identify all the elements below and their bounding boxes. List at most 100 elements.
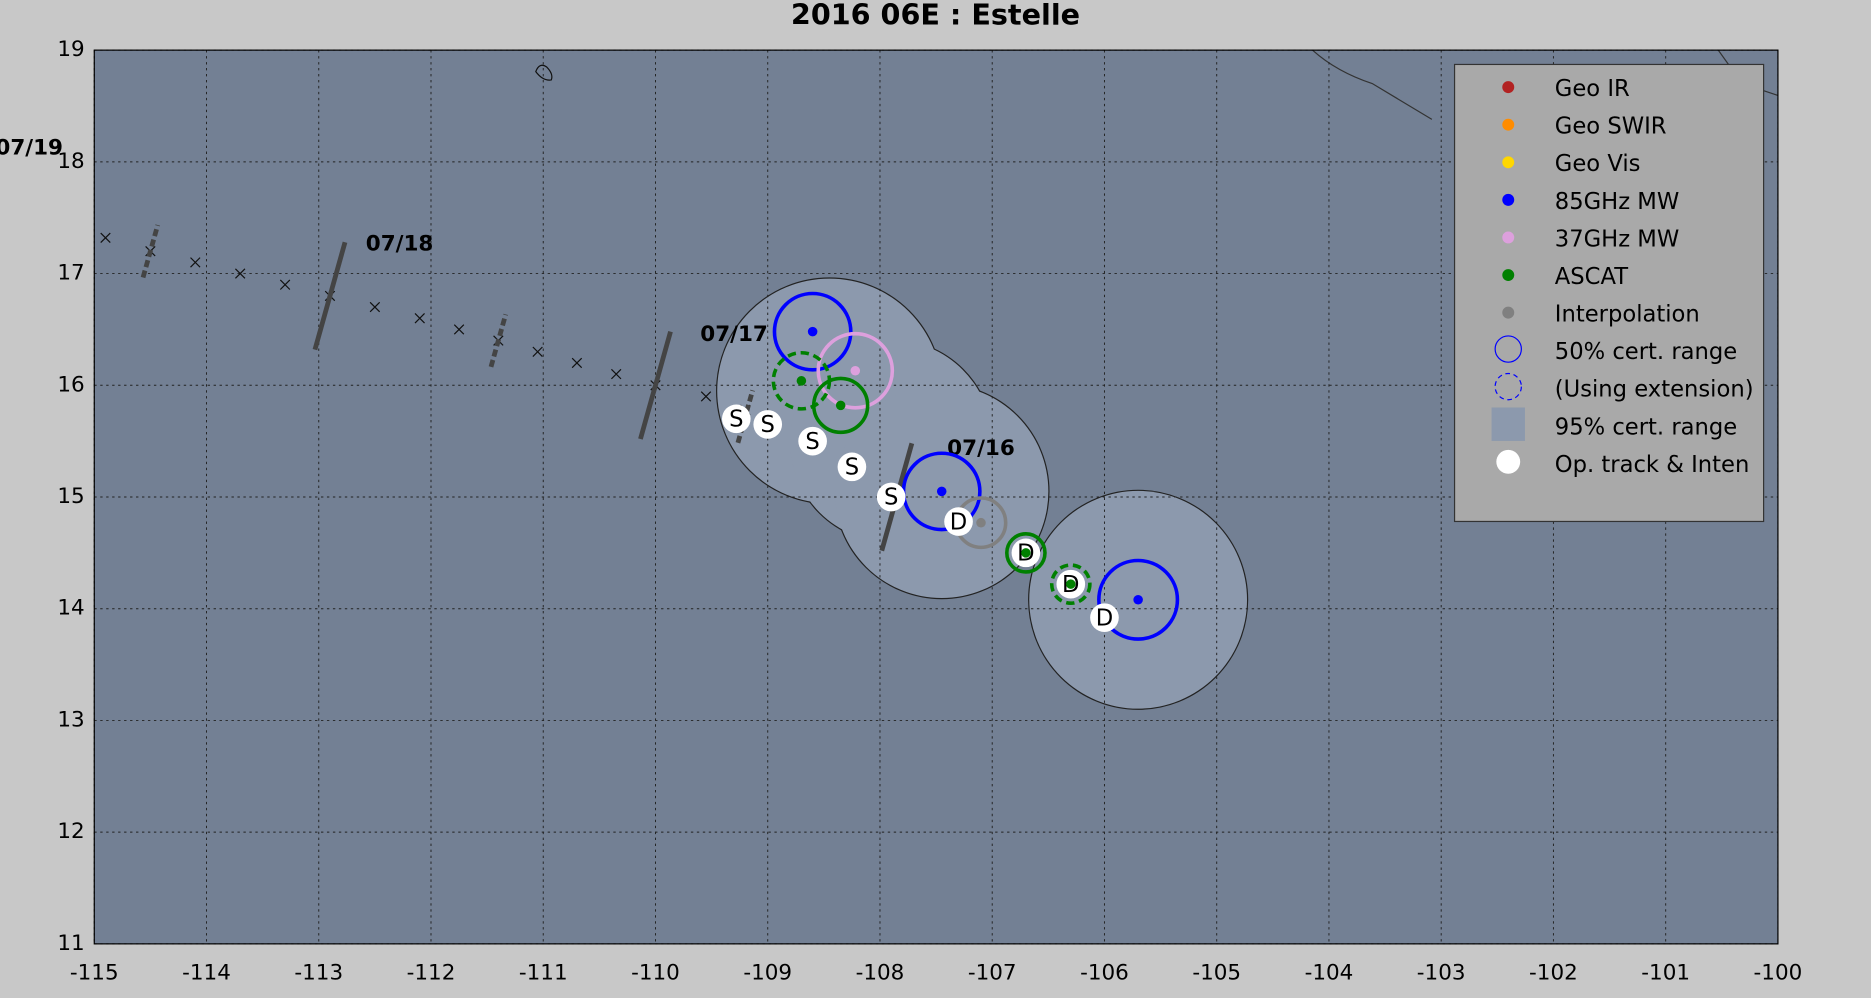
x-tick-label: -106 — [1080, 961, 1129, 986]
track-label: S — [845, 455, 859, 481]
forecast-point — [453, 324, 465, 335]
date-label: 07/18 — [366, 232, 434, 257]
chart-title: 2016 06E : Estelle — [791, 0, 1080, 32]
y-tick-label: 11 — [57, 931, 84, 956]
fix-center — [1021, 548, 1031, 558]
track-point — [1090, 603, 1119, 632]
date-label: 07/17 — [700, 322, 768, 347]
y-tick-label: 17 — [57, 261, 84, 286]
y-tick-label: 18 — [57, 149, 84, 174]
legend-label: Interpolation — [1555, 302, 1700, 328]
x-tick-label: -115 — [70, 961, 119, 986]
forecast-point — [571, 357, 583, 369]
fix-range — [1049, 563, 1092, 606]
forecast-point — [190, 257, 201, 268]
date-label: 07/19 — [0, 135, 63, 160]
x-tick-label: -108 — [856, 961, 905, 986]
track-label: S — [805, 429, 819, 455]
fix-range — [1005, 531, 1047, 574]
fix-center — [1133, 595, 1143, 605]
fix-center — [976, 517, 986, 528]
forecast-point — [369, 301, 381, 313]
legend-label: Geo Vis — [1555, 151, 1641, 177]
legend-marker — [1502, 193, 1515, 206]
x-tick-label: -107 — [968, 961, 1017, 986]
track-point — [876, 482, 906, 512]
legend-label: ASCAT — [1555, 264, 1628, 290]
track-label: S — [761, 412, 775, 438]
fix-center — [1066, 579, 1076, 589]
legend-marker — [1502, 306, 1515, 319]
legend-label: Op. track & Inten — [1555, 452, 1750, 478]
legend-marker — [1502, 269, 1515, 282]
legend-label: 50% cert. range — [1555, 339, 1737, 365]
day-bar — [312, 241, 348, 351]
x-tick-label: -102 — [1529, 961, 1578, 986]
y-tick-label: 12 — [57, 819, 84, 844]
forecast-point — [279, 279, 291, 290]
track-label: D — [1096, 605, 1113, 631]
x-tick-label: -105 — [1192, 961, 1241, 986]
fix-center — [850, 365, 861, 376]
x-tick-label: -104 — [1305, 961, 1354, 986]
track-label: S — [729, 406, 743, 432]
legend: Geo IR Geo SWIR Geo Vis 85GHz MW 37GHz MW ASC… — [1453, 63, 1765, 523]
y-tick-label: 16 — [57, 372, 84, 397]
fix-range — [772, 291, 853, 372]
y-tick-label: 15 — [57, 484, 84, 509]
x-tick-label: -110 — [631, 961, 680, 986]
track-point — [721, 404, 751, 434]
legend-box — [1453, 63, 1765, 523]
island — [535, 64, 553, 81]
legend-label: Geo IR — [1555, 76, 1630, 102]
fix-range — [811, 376, 870, 435]
x-tick-label: -101 — [1641, 961, 1690, 986]
fix-center — [796, 376, 807, 386]
legend-marker — [1494, 372, 1522, 401]
plot-frame — [93, 49, 1779, 945]
legend-marker — [1494, 335, 1522, 363]
legend-label: 95% cert. range — [1555, 414, 1737, 440]
legend-marker — [1502, 231, 1515, 244]
fix-center — [936, 486, 947, 497]
forecast-point — [611, 368, 622, 380]
day-bar — [140, 224, 161, 279]
legend-marker — [1502, 81, 1515, 94]
x-tick-label: -109 — [743, 961, 792, 986]
x-tick-label: -100 — [1754, 961, 1803, 986]
track-point — [837, 452, 867, 482]
day-bar — [638, 330, 673, 440]
track-point — [944, 507, 973, 536]
x-tick-label: -114 — [182, 961, 231, 986]
forecast-point — [532, 346, 543, 357]
track-label: D — [950, 509, 967, 535]
legend-marker — [1502, 118, 1515, 131]
fix-range — [816, 331, 895, 410]
y-tick-label: 13 — [57, 707, 84, 732]
fix-center — [807, 326, 818, 337]
y-tick-label: 14 — [57, 596, 84, 621]
forecast-point — [234, 268, 246, 279]
legend-label: 85GHz MW — [1555, 189, 1679, 215]
legend-label: Geo SWIR — [1555, 114, 1667, 140]
legend-label: 37GHz MW — [1555, 226, 1679, 252]
y-tick-label: 19 — [57, 37, 84, 62]
x-tick-label: -103 — [1417, 961, 1466, 986]
forecast-point — [100, 232, 111, 244]
day-bar — [488, 313, 508, 368]
x-tick-label: -113 — [294, 961, 343, 986]
forecast-point — [700, 391, 712, 402]
legend-label: (Using extension) — [1555, 377, 1754, 403]
x-tick-label: -111 — [519, 961, 568, 986]
fix-center — [835, 400, 846, 411]
track-label: S — [884, 485, 898, 511]
legend-marker — [1491, 407, 1525, 441]
x-tick-label: -112 — [407, 961, 456, 986]
legend-marker — [1496, 449, 1521, 474]
fix-range — [1097, 558, 1180, 641]
grid: -115 -114 -113 -112 -111 -110 -109 -108 -107 -106… — [57, 37, 1802, 986]
track-point — [753, 410, 783, 439]
